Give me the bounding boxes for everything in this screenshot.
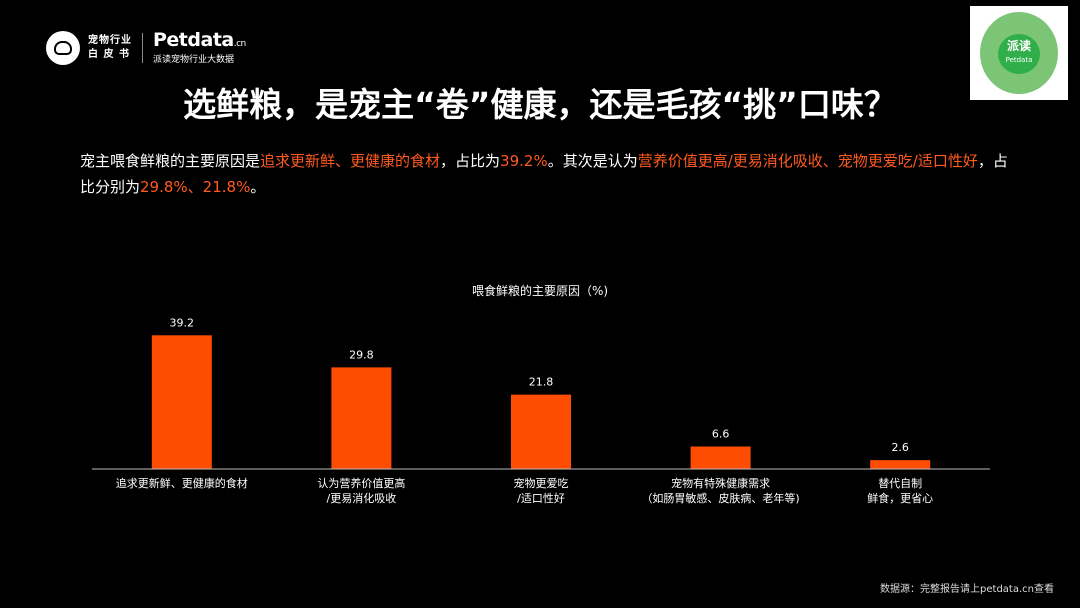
category-label-3-0: 宠物有特殊健康需求	[671, 476, 770, 490]
bar-4	[870, 460, 931, 469]
bar-3	[690, 446, 751, 469]
desc-highlight-1: 追求更新鲜、更健康的食材	[260, 152, 441, 170]
bar-1	[331, 367, 392, 469]
brand-block: Petdata.cn 派读宠物行业大数据	[153, 30, 246, 66]
value-label-4: 2.6	[891, 441, 909, 454]
desc-highlight-2: 39.2%	[500, 152, 548, 170]
logo-divider	[142, 33, 143, 63]
logo-text: 宠物行业 白 皮 书	[88, 34, 132, 62]
pet-logo-icon	[46, 31, 80, 65]
desc-text-4: ，占比分别为	[80, 152, 1008, 196]
desc-highlight-3: 营养价值更高/更易消化吸收、宠物更爱吃/适口性好	[637, 152, 978, 170]
value-label-0: 39.2	[170, 316, 195, 329]
qr-center-badge: 派读 Petdata	[998, 34, 1040, 74]
chart-title: 喂食鲜粮的主要原因（%)	[471, 284, 609, 298]
qr-badge-sub: Petdata	[1005, 56, 1033, 64]
category-label-1-1: /更易消化吸收	[327, 491, 397, 505]
page-title: 选鲜粮，是宠主“卷”健康，还是毛孩“挑”口味？	[183, 85, 897, 124]
brand-subtitle: 派读宠物行业大数据	[153, 55, 235, 65]
brand-name: Petdata.cn	[153, 30, 246, 54]
desc-text-1: 宠主喂食鲜粮的主要原因是	[80, 152, 261, 170]
desc-highlight-4: 29.8%、21.8%	[140, 178, 251, 196]
qr-code: 派读 Petdata	[970, 6, 1068, 100]
value-label-1: 29.8	[349, 348, 374, 361]
category-label-4-0: 替代自制	[878, 476, 922, 490]
category-label-2-1: /适口性好	[517, 491, 565, 505]
logo-line2: 白 皮 书	[88, 49, 130, 60]
logo-line1: 宠物行业	[88, 35, 132, 46]
brand-suffix: .cn	[233, 39, 247, 49]
description: 宠主喂食鲜粮的主要原因是追求更新鲜、更健康的食材，占比为39.2%。其次是认为营…	[80, 148, 1010, 200]
bar-2	[511, 394, 571, 469]
category-label-2-0: 宠物更爱吃	[514, 476, 569, 490]
bar-0	[151, 335, 212, 469]
category-label-0-0: 追求更新鲜、更健康的食材	[116, 476, 248, 490]
desc-text-5: 。	[250, 178, 266, 196]
desc-text-2: ，占比为	[440, 152, 501, 170]
category-label-3-1: （如肠胃敏感、皮肤病、老年等)	[641, 491, 799, 505]
category-label-1-0: 认为营养价值更高	[317, 476, 405, 490]
qr-badge-text: 派读	[1006, 39, 1031, 53]
category-label-4-1: 鲜食，更省心	[867, 491, 933, 505]
desc-text-3: 。其次是认为	[547, 152, 638, 170]
value-label-2: 21.8	[529, 376, 554, 389]
brand-main: Petdata	[153, 29, 234, 51]
source-note: 数据源：完整报告请上petdata.cn查看	[880, 584, 1054, 595]
value-label-3: 6.6	[712, 427, 730, 440]
brand-logo: 宠物行业 白 皮 书 Petdata.cn 派读宠物行业大数据	[46, 30, 246, 66]
